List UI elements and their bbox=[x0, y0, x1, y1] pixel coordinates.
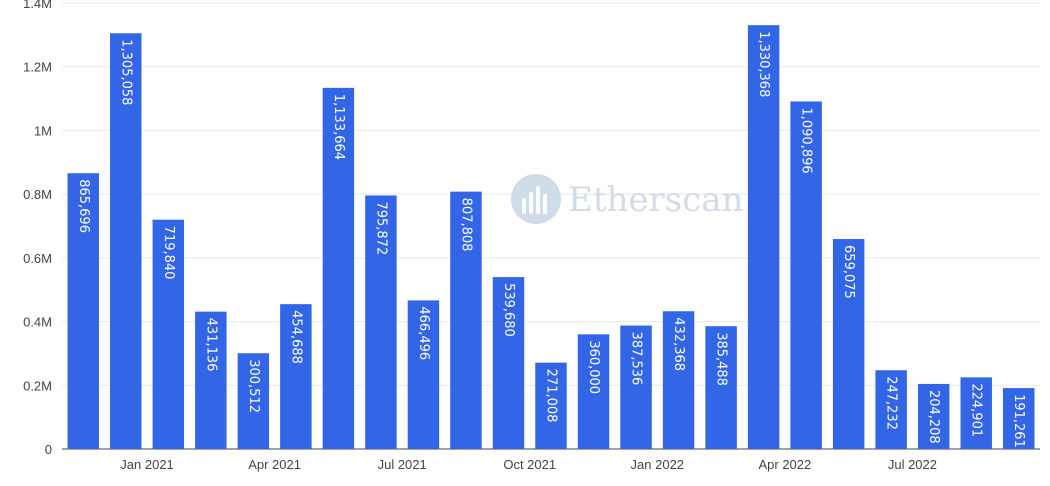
x-tick-label: Apr 2022 bbox=[758, 457, 811, 472]
data-label: 807,808 bbox=[458, 198, 473, 252]
bar[interactable] bbox=[67, 173, 99, 449]
x-tick-label: Apr 2021 bbox=[248, 457, 301, 472]
data-label: 204,208 bbox=[926, 390, 941, 444]
y-tick-label: 0.6M bbox=[23, 251, 52, 266]
data-label: 431,136 bbox=[203, 318, 218, 372]
bar[interactable] bbox=[577, 334, 610, 449]
y-tick-label: 1M bbox=[34, 123, 52, 138]
x-axis: Jan 2021 Apr 2021 Jul 2021 Oct 2021 Jan 2022… bbox=[120, 457, 937, 472]
watermark-text: Etherscan bbox=[568, 180, 743, 220]
bar[interactable] bbox=[450, 191, 482, 449]
data-label: 659,075 bbox=[841, 245, 856, 299]
y-tick-label: 0.2M bbox=[23, 378, 52, 393]
data-label: 466,496 bbox=[416, 306, 431, 360]
data-label: 432,368 bbox=[671, 317, 686, 371]
y-tick-label: 0.8M bbox=[23, 187, 52, 202]
data-label: 454,688 bbox=[288, 310, 303, 364]
x-tick-label: Jul 2021 bbox=[378, 457, 427, 472]
bar[interactable] bbox=[705, 326, 737, 449]
data-label: 1,090,896 bbox=[799, 107, 814, 173]
data-label: 300,512 bbox=[246, 359, 261, 413]
x-tick-label: Oct 2021 bbox=[503, 457, 556, 472]
bar[interactable] bbox=[960, 377, 992, 449]
data-label: 1,305,058 bbox=[118, 39, 133, 105]
bar[interactable] bbox=[237, 353, 270, 449]
bar[interactable] bbox=[280, 304, 312, 449]
x-tick-label: Jan 2022 bbox=[631, 457, 685, 472]
y-tick-label: 1.2M bbox=[23, 60, 52, 75]
data-label: 360,000 bbox=[586, 340, 601, 394]
y-tick-label: 0 bbox=[45, 442, 52, 457]
bar[interactable] bbox=[492, 277, 525, 449]
bar[interactable] bbox=[110, 33, 142, 449]
bar[interactable] bbox=[152, 219, 185, 449]
data-label: 271,008 bbox=[544, 369, 559, 423]
data-labels: 865,696 1,305,058 719,840 431,136 300,512 454… bbox=[76, 31, 1026, 448]
y-axis: 0 0.2M 0.4M 0.6M 0.8M 1M 1.2M 1.4M bbox=[23, 0, 52, 457]
data-label: 539,680 bbox=[501, 283, 516, 337]
x-tick-label: Jan 2021 bbox=[120, 457, 174, 472]
bar[interactable] bbox=[620, 325, 652, 449]
bar[interactable] bbox=[790, 101, 822, 449]
bar[interactable] bbox=[535, 362, 567, 449]
bars bbox=[67, 25, 1035, 449]
y-tick-label: 0.4M bbox=[23, 315, 52, 330]
bar[interactable] bbox=[917, 383, 950, 449]
data-label: 224,901 bbox=[969, 383, 984, 437]
y-tick-label: 1.4M bbox=[23, 0, 52, 11]
bar[interactable] bbox=[322, 87, 355, 449]
data-label: 719,840 bbox=[161, 226, 176, 280]
bar[interactable] bbox=[662, 311, 695, 449]
watermark-logo-bars bbox=[522, 186, 547, 214]
bar[interactable] bbox=[832, 239, 865, 449]
data-label: 1,330,368 bbox=[756, 31, 771, 97]
watermark: Etherscan bbox=[511, 174, 743, 224]
bar[interactable] bbox=[747, 25, 780, 449]
bar[interactable] bbox=[195, 311, 227, 449]
data-label: 1,133,664 bbox=[331, 94, 346, 160]
data-label: 247,232 bbox=[884, 376, 899, 430]
bar[interactable] bbox=[365, 195, 397, 449]
data-label: 385,488 bbox=[714, 332, 729, 386]
bar[interactable] bbox=[407, 300, 440, 449]
data-label: 795,872 bbox=[373, 201, 388, 255]
bar[interactable] bbox=[875, 370, 907, 449]
data-label: 191,261 bbox=[1011, 394, 1026, 448]
data-label: 387,536 bbox=[629, 332, 644, 386]
data-label: 865,696 bbox=[76, 179, 91, 233]
x-tick-label: Jul 2022 bbox=[888, 457, 937, 472]
bar[interactable] bbox=[1003, 388, 1035, 449]
